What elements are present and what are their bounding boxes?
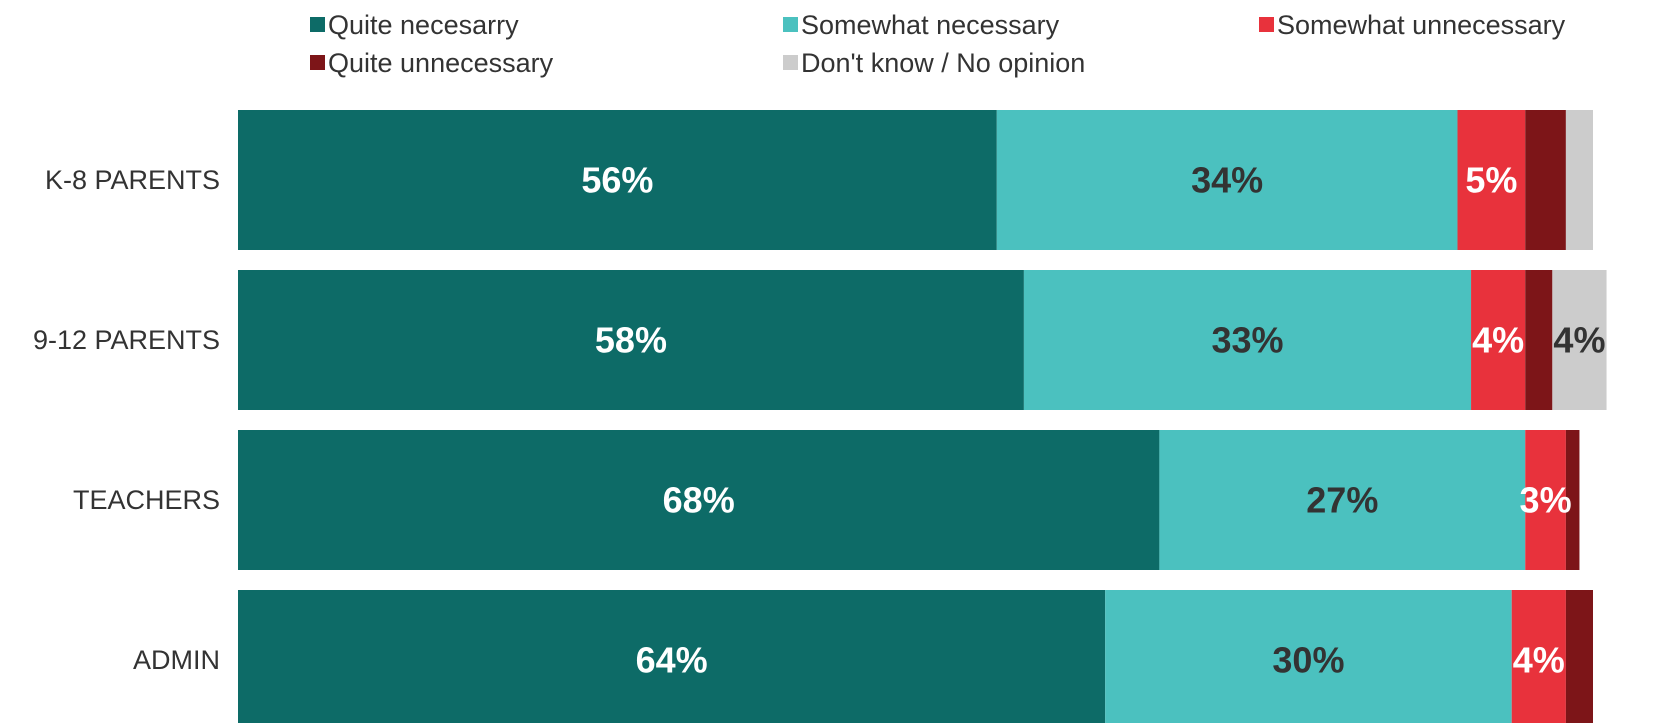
- legend: Quite necesarry Somewhat necessary Somewha…: [310, 10, 1566, 78]
- bar-9-12-parents-somewhat-necessary: [1023, 270, 1472, 410]
- category-label-k-8-parents: K-8 PARENTS: [45, 165, 220, 195]
- legend-label-don-t-know-no-opinion: Don't know / No opinion: [801, 48, 1085, 78]
- category-label-teachers: TEACHERS: [73, 485, 220, 515]
- legend-swatch-don-t-know-no-opinion: [783, 55, 798, 70]
- data-label-9-12-parents-somewhat-unnecessary: 4%: [1472, 320, 1524, 361]
- bar-k-8-parents-somewhat-necessary: [996, 110, 1458, 250]
- legend-label-somewhat-necessary: Somewhat necessary: [801, 10, 1060, 40]
- category-labels: K-8 PARENTS 9-12 PARENTS TEACHERS ADMIN: [33, 165, 220, 675]
- bar-k-8-parents-quite-unnecessary: [1525, 110, 1566, 250]
- legend-label-quite-unnecessary: Quite unnecessary: [328, 48, 554, 78]
- bar-admin-somewhat-unnecessary: [1511, 590, 1566, 723]
- legend-label-somewhat-unnecessary: Somewhat unnecessary: [1277, 10, 1566, 40]
- bar-9-12-parents-quite-necesarry: [238, 270, 1024, 410]
- bar-teachers-somewhat-necessary: [1159, 430, 1526, 570]
- category-label-admin: ADMIN: [133, 645, 220, 675]
- legend-swatch-quite-necesarry: [310, 17, 325, 32]
- data-label-9-12-parents-quite-necesarry: 58%: [595, 320, 667, 361]
- bar-9-12-parents-don-t-know-no-opinion: [1552, 270, 1607, 410]
- bar-teachers-quite-necesarry: [238, 430, 1160, 570]
- category-label-9-12-parents: 9-12 PARENTS: [33, 325, 220, 355]
- data-label-9-12-parents-don-t-know-no-opinion: 4%: [1553, 320, 1605, 361]
- legend-swatch-quite-unnecessary: [310, 55, 325, 70]
- data-label-teachers-quite-necesarry: 68%: [663, 480, 735, 521]
- data-label-admin-somewhat-unnecessary: 4%: [1513, 640, 1565, 681]
- bar-admin-quite-unnecessary: [1565, 590, 1593, 723]
- data-label-k-8-parents-somewhat-unnecessary: 5%: [1465, 160, 1517, 201]
- data-label-teachers-somewhat-necessary: 27%: [1306, 480, 1378, 521]
- bar-admin-quite-necesarry: [238, 590, 1106, 723]
- bars: [238, 110, 1607, 723]
- bar-teachers-somewhat-unnecessary: [1525, 430, 1566, 570]
- legend-label-quite-necesarry: Quite necesarry: [328, 10, 519, 40]
- bar-k-8-parents-don-t-know-no-opinion: [1565, 110, 1593, 250]
- legend-swatch-somewhat-necessary: [783, 17, 798, 32]
- legend-swatch-somewhat-unnecessary: [1259, 17, 1274, 32]
- data-label-teachers-somewhat-unnecessary: 3%: [1520, 480, 1572, 521]
- data-label-k-8-parents-somewhat-necessary: 34%: [1191, 160, 1263, 201]
- bar-k-8-parents-somewhat-unnecessary: [1457, 110, 1526, 250]
- data-label-k-8-parents-quite-necesarry: 56%: [581, 160, 653, 201]
- bar-teachers-quite-unnecessary: [1565, 430, 1580, 570]
- data-label-9-12-parents-somewhat-necessary: 33%: [1211, 320, 1283, 361]
- data-labels: 56% 34% 5% 58% 33% 4% 4% 68% 27% 3% 64% 30% 4%: [581, 160, 1605, 681]
- data-label-admin-somewhat-necessary: 30%: [1272, 640, 1344, 681]
- bar-9-12-parents-somewhat-unnecessary: [1471, 270, 1526, 410]
- bar-k-8-parents-quite-necesarry: [238, 110, 997, 250]
- data-label-admin-quite-necesarry: 64%: [636, 640, 708, 681]
- bar-admin-somewhat-necessary: [1105, 590, 1512, 723]
- bar-9-12-parents-quite-unnecessary: [1525, 270, 1553, 410]
